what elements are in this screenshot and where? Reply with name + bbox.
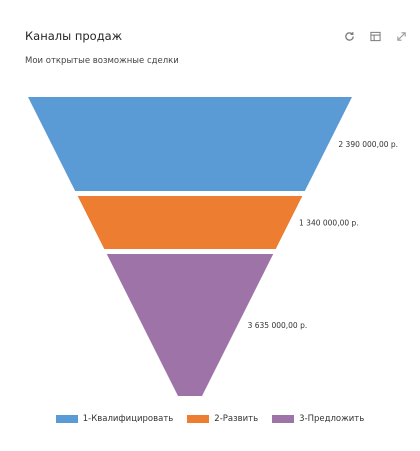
funnel-segment-3[interactable]	[106, 254, 274, 396]
grid-view-button[interactable]	[368, 29, 382, 43]
funnel-segment-2[interactable]	[77, 196, 303, 249]
chart-title: Каналы продаж	[25, 29, 123, 43]
expand-icon	[396, 31, 406, 41]
grid-view-icon	[369, 31, 381, 41]
funnel-value-label-3: 3 635 000,00 р.	[248, 321, 308, 330]
legend-swatch	[187, 415, 210, 423]
funnel-value-label-1: 2 390 000,00 р.	[338, 140, 398, 149]
legend-item-2[interactable]: 2-Развить	[187, 414, 258, 424]
funnel-chart: 2 390 000,00 р. 1 340 000,00 р. 3 635 000,…	[28, 97, 398, 396]
refresh-button[interactable]	[342, 29, 356, 43]
expand-button[interactable]	[394, 29, 408, 43]
legend-swatch	[272, 415, 295, 423]
legend-item-1[interactable]: 1-Квалифицировать	[55, 414, 174, 424]
funnel-segment-1[interactable]	[28, 97, 352, 191]
legend-label: 3-Предложить	[299, 414, 365, 424]
legend-label: 1-Квалифицировать	[82, 414, 174, 424]
legend-item-3[interactable]: 3-Предложить	[272, 414, 364, 424]
legend-swatch	[55, 415, 78, 423]
chart-toolbar	[342, 29, 408, 43]
legend-label: 2-Развить	[214, 414, 259, 424]
chart-header: Каналы продаж Мои открытые возможные сде…	[0, 0, 420, 80]
refresh-icon	[344, 31, 354, 41]
chart-legend: 1-Квалифицировать 2-Развить 3-Предложить	[0, 414, 420, 424]
chart-subtitle: Мои открытые возможные сделки	[25, 56, 179, 66]
funnel-value-label-2: 1 340 000,00 р.	[299, 219, 359, 228]
